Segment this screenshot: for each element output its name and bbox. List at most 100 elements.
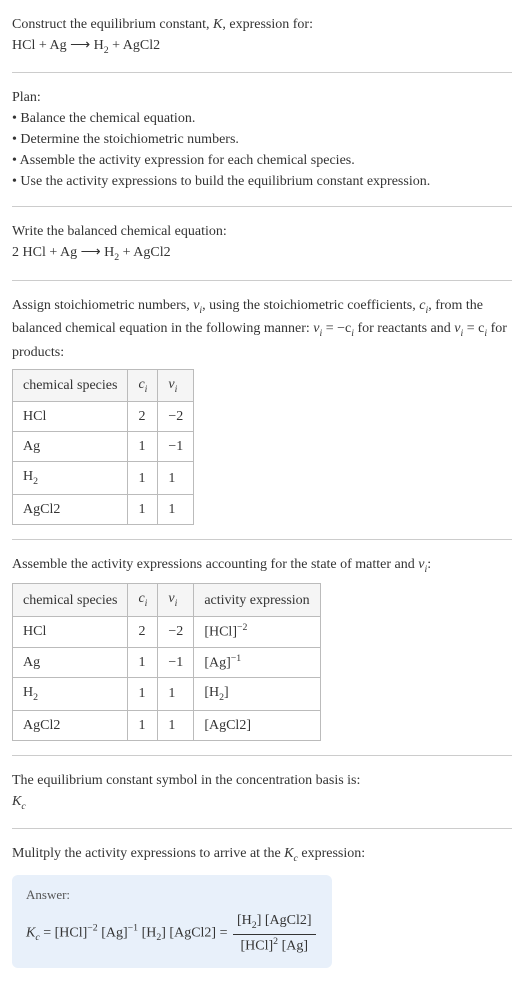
kc-expression: Kc = [HCl]−2 [Ag]−1 [H2] [AgCl2] = [H2] … xyxy=(26,910,318,956)
act-base: [HCl] xyxy=(204,625,237,640)
symbol-line: The equilibrium constant symbol in the c… xyxy=(12,770,512,791)
col-ci: ci xyxy=(128,584,158,616)
ans-a: = [HCl] xyxy=(40,925,88,940)
cell-activity: [Ag]−1 xyxy=(194,647,320,678)
act-base: [Ag] xyxy=(204,655,230,670)
nu-hdr2-sub: i xyxy=(175,598,178,609)
activity-head-a: Assemble the activity expressions accoun… xyxy=(12,557,418,572)
k-symbol: K xyxy=(213,17,222,32)
ans-c: [H xyxy=(138,925,156,940)
cell-ci: 2 xyxy=(128,616,158,647)
cell-activity: [AgCl2] xyxy=(194,710,320,740)
cell-ci: 1 xyxy=(128,678,158,710)
cell-species: HCl xyxy=(13,616,128,647)
multiply-section: Mulitply the activity expressions to arr… xyxy=(12,837,512,974)
table-row: HCl 2 −2 xyxy=(13,402,194,432)
table-row: AgCl2 1 1 [AgCl2] xyxy=(13,710,321,740)
h2-sub2: 2 xyxy=(33,692,38,703)
mult-b: expression: xyxy=(298,846,365,861)
act-h2-a: [H xyxy=(204,685,219,700)
fraction-denominator: [HCl]2 [Ag] xyxy=(233,935,316,957)
cell-ci: 1 xyxy=(128,647,158,678)
col-nui: νi xyxy=(158,369,194,401)
c-hdr2-sub: i xyxy=(145,598,148,609)
ans-d: ] [AgCl2] = xyxy=(161,925,231,940)
cell-ci: 1 xyxy=(128,494,158,524)
table-row: HCl 2 −2 [HCl]−2 xyxy=(13,616,321,647)
fraction-numerator: [H2] [AgCl2] xyxy=(233,910,316,934)
mult-a: Mulitply the activity expressions to arr… xyxy=(12,846,284,861)
plan-section: Plan: • Balance the chemical equation. •… xyxy=(12,81,512,198)
cell-activity: [HCl]−2 xyxy=(194,616,320,647)
table-row: AgCl2 1 1 xyxy=(13,494,194,524)
stoich-d: for reactants and xyxy=(354,321,454,336)
cell-ci: 1 xyxy=(128,710,158,740)
plan-bullet-3: • Assemble the activity expression for e… xyxy=(12,150,512,171)
cell-species: AgCl2 xyxy=(13,494,128,524)
cell-ci: 1 xyxy=(128,462,158,494)
num-a: [H xyxy=(237,913,252,928)
act-exp: −1 xyxy=(231,653,241,664)
rel2-eq: = c xyxy=(463,321,484,336)
activity-table: chemical species ci νi activity expressi… xyxy=(12,583,321,740)
table-header-row: chemical species ci νi xyxy=(13,369,194,401)
ans-k: K xyxy=(26,925,35,940)
stoich-a: Assign stoichiometric numbers, xyxy=(12,298,193,313)
stoich-section: Assign stoichiometric numbers, νi , using… xyxy=(12,289,512,531)
ans-e2: −1 xyxy=(128,923,138,934)
col-ci: ci xyxy=(128,369,158,401)
divider xyxy=(12,206,512,207)
col-species: chemical species xyxy=(13,584,128,616)
col-species: chemical species xyxy=(13,369,128,401)
activity-section: Assemble the activity expressions accoun… xyxy=(12,548,512,747)
activity-heading: Assemble the activity expressions accoun… xyxy=(12,554,512,577)
balanced-b: + AgCl2 xyxy=(119,245,170,260)
kc-symbol: Kc xyxy=(12,791,512,814)
h2-base: H xyxy=(23,469,33,484)
reaction-tail: + AgCl2 xyxy=(109,38,160,53)
divider xyxy=(12,280,512,281)
cell-activity: [H2] xyxy=(194,678,320,710)
cell-species: H2 xyxy=(13,678,128,710)
stoich-b: , using the stoichiometric coefficients, xyxy=(202,298,419,313)
cell-ci: 2 xyxy=(128,402,158,432)
balanced-equation: 2 HCl + Ag ⟶ H2 + AgCl2 xyxy=(12,242,512,265)
cell-species: AgCl2 xyxy=(13,710,128,740)
ans-e1: −2 xyxy=(87,923,97,934)
reaction-a: HCl + Ag ⟶ H xyxy=(12,38,104,53)
cell-nui: −1 xyxy=(158,432,194,462)
table-row: H2 1 1 xyxy=(13,462,194,494)
cell-nui: −1 xyxy=(158,647,194,678)
intro-text-a: Construct the equilibrium constant, xyxy=(12,17,213,32)
balanced-a: 2 HCl + Ag ⟶ H xyxy=(12,245,114,260)
symbol-section: The equilibrium constant symbol in the c… xyxy=(12,764,512,820)
k-var2: K xyxy=(284,846,293,861)
activity-head-b: : xyxy=(427,557,431,572)
plan-bullet-2: • Determine the stoichiometric numbers. xyxy=(12,129,512,150)
cell-species: HCl xyxy=(13,402,128,432)
act-exp: −2 xyxy=(237,622,247,633)
rel1-eq: = −c xyxy=(322,321,351,336)
cell-nui: 1 xyxy=(158,462,194,494)
stoich-table: chemical species ci νi HCl 2 −2 Ag 1 −1 … xyxy=(12,369,194,525)
cell-nui: −2 xyxy=(158,616,194,647)
den-a: [HCl] xyxy=(241,938,274,953)
unbalanced-reaction: HCl + Ag ⟶ H2 + AgCl2 xyxy=(12,35,512,58)
h2-sub: 2 xyxy=(33,476,38,487)
balanced-section: Write the balanced chemical equation: 2 … xyxy=(12,215,512,271)
ans-b: [Ag] xyxy=(98,925,128,940)
col-nui: νi xyxy=(158,584,194,616)
plan-heading: Plan: xyxy=(12,87,512,108)
intro-text-b: , expression for: xyxy=(222,17,313,32)
table-row: H2 1 1 [H2] xyxy=(13,678,321,710)
cell-species: Ag xyxy=(13,432,128,462)
balanced-heading: Write the balanced chemical equation: xyxy=(12,221,512,242)
multiply-line: Mulitply the activity expressions to arr… xyxy=(12,843,512,866)
cell-nui: −2 xyxy=(158,402,194,432)
act-h2-b: ] xyxy=(224,685,229,700)
cell-ci: 1 xyxy=(128,432,158,462)
num-b: ] [AgCl2] xyxy=(257,913,312,928)
cell-nui: 1 xyxy=(158,494,194,524)
den-b: [Ag] xyxy=(278,938,308,953)
k-var: K xyxy=(12,794,21,809)
